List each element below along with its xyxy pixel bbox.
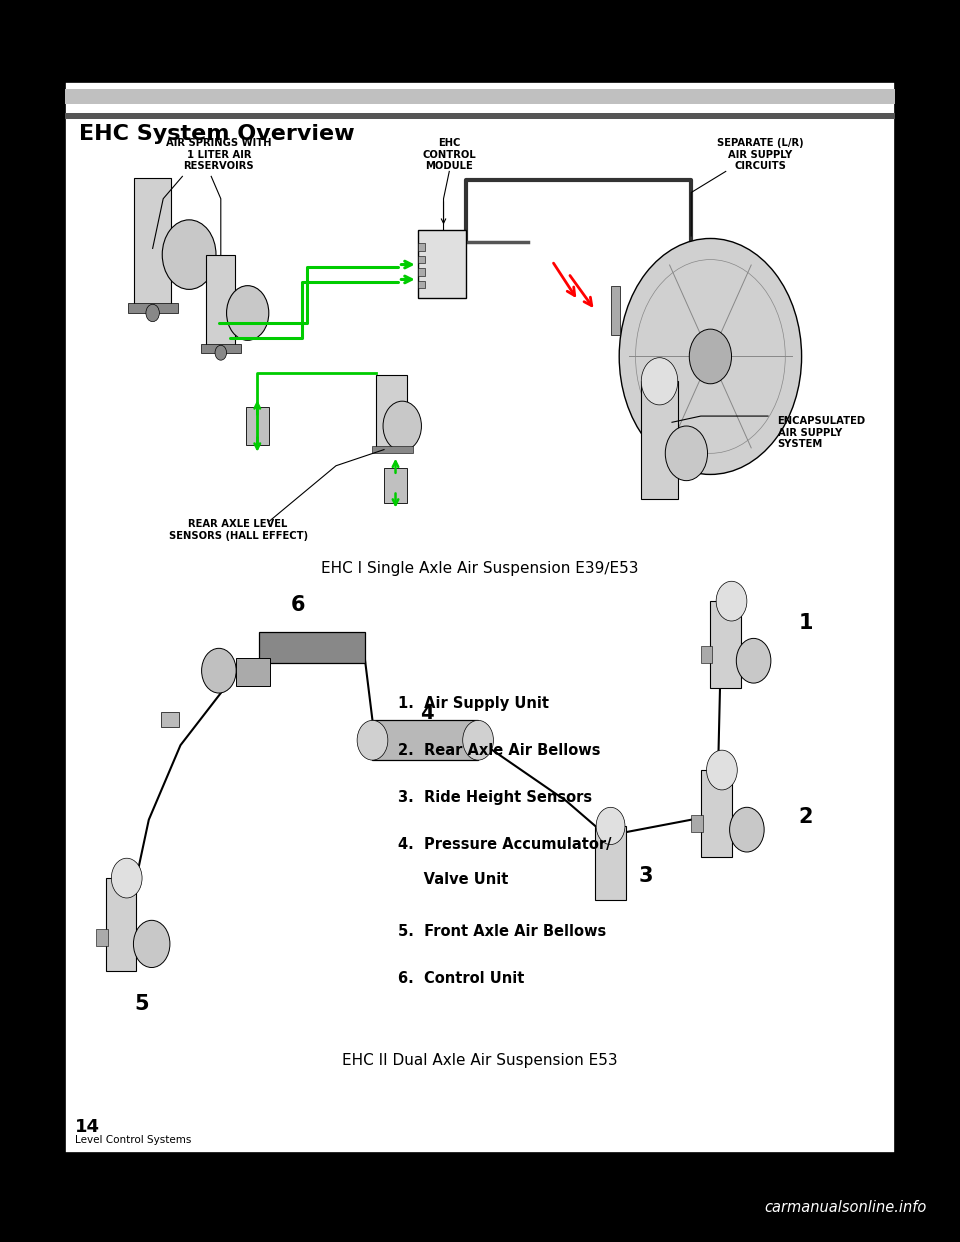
- Bar: [128, 303, 178, 313]
- Circle shape: [641, 358, 678, 405]
- Bar: [65, 89, 895, 104]
- Bar: [372, 446, 413, 453]
- Text: 6.  Control Unit: 6. Control Unit: [398, 971, 525, 986]
- Circle shape: [665, 426, 708, 481]
- Circle shape: [162, 220, 216, 289]
- Text: REAR AXLE LEVEL
SENSORS (HALL EFFECT): REAR AXLE LEVEL SENSORS (HALL EFFECT): [169, 519, 307, 540]
- Text: 3: 3: [638, 866, 653, 886]
- Bar: [96, 929, 108, 946]
- Bar: [236, 658, 270, 686]
- Text: EHC II Dual Axle Air Suspension E53: EHC II Dual Axle Air Suspension E53: [342, 1053, 618, 1068]
- Circle shape: [730, 807, 764, 852]
- Circle shape: [707, 750, 737, 790]
- Circle shape: [383, 401, 421, 451]
- Text: 4.  Pressure Accumulator/: 4. Pressure Accumulator/: [398, 837, 612, 852]
- Bar: [691, 815, 703, 832]
- Text: Valve Unit: Valve Unit: [398, 872, 509, 887]
- Bar: [595, 826, 626, 900]
- Text: 5.  Front Axle Air Bellows: 5. Front Axle Air Bellows: [398, 924, 607, 939]
- Bar: [259, 632, 365, 663]
- Text: 3.  Ride Height Sensors: 3. Ride Height Sensors: [398, 790, 592, 805]
- Text: AIR SPRINGS WITH
1 LITER AIR
RESERVOIRS: AIR SPRINGS WITH 1 LITER AIR RESERVOIRS: [166, 138, 272, 171]
- Text: 2.  Rear Axle Air Bellows: 2. Rear Axle Air Bellows: [398, 743, 601, 758]
- Text: EHC
CONTROL
MODULE: EHC CONTROL MODULE: [422, 138, 476, 171]
- Bar: [201, 344, 241, 353]
- Bar: [246, 407, 269, 445]
- Bar: [611, 286, 620, 335]
- Bar: [134, 178, 171, 308]
- Text: 5: 5: [134, 994, 150, 1013]
- Bar: [384, 468, 407, 503]
- Text: SEPARATE (L/R)
AIR SUPPLY
CIRCUITS: SEPARATE (L/R) AIR SUPPLY CIRCUITS: [717, 138, 804, 171]
- Bar: [106, 878, 136, 971]
- Bar: [710, 601, 741, 688]
- Circle shape: [133, 920, 170, 968]
- Circle shape: [215, 345, 227, 360]
- Bar: [641, 381, 678, 499]
- Text: 4: 4: [420, 704, 434, 723]
- Text: 1.  Air Supply Unit: 1. Air Supply Unit: [398, 696, 549, 710]
- Text: EHC System Overview: EHC System Overview: [79, 124, 354, 144]
- Circle shape: [689, 329, 732, 384]
- Circle shape: [227, 286, 269, 340]
- Bar: [418, 268, 425, 276]
- Circle shape: [716, 581, 747, 621]
- Text: 6: 6: [290, 595, 305, 615]
- Bar: [65, 82, 895, 1153]
- Circle shape: [202, 648, 236, 693]
- Bar: [65, 113, 895, 119]
- Circle shape: [619, 238, 802, 474]
- Bar: [161, 712, 179, 727]
- Text: 2: 2: [799, 807, 813, 827]
- Circle shape: [736, 638, 771, 683]
- Text: 1: 1: [799, 614, 813, 633]
- Bar: [418, 256, 425, 263]
- Circle shape: [463, 720, 493, 760]
- Bar: [701, 770, 732, 857]
- Bar: [701, 646, 712, 663]
- Circle shape: [596, 807, 625, 845]
- Text: ENCAPSULATED
AIR SUPPLY
SYSTEM: ENCAPSULATED AIR SUPPLY SYSTEM: [778, 416, 866, 450]
- Bar: [376, 375, 407, 450]
- Text: 14: 14: [75, 1118, 100, 1135]
- Text: carmanualsonline.info: carmanualsonline.info: [764, 1200, 926, 1215]
- Circle shape: [357, 720, 388, 760]
- Bar: [418, 243, 425, 251]
- Bar: [206, 255, 235, 348]
- Text: EHC I Single Axle Air Suspension E39∕E53: EHC I Single Axle Air Suspension E39∕E53: [322, 561, 638, 576]
- Circle shape: [111, 858, 142, 898]
- Bar: [418, 281, 425, 288]
- Circle shape: [146, 304, 159, 322]
- Bar: [372, 720, 478, 760]
- Bar: [418, 230, 466, 298]
- Text: Level Control Systems: Level Control Systems: [75, 1135, 191, 1145]
